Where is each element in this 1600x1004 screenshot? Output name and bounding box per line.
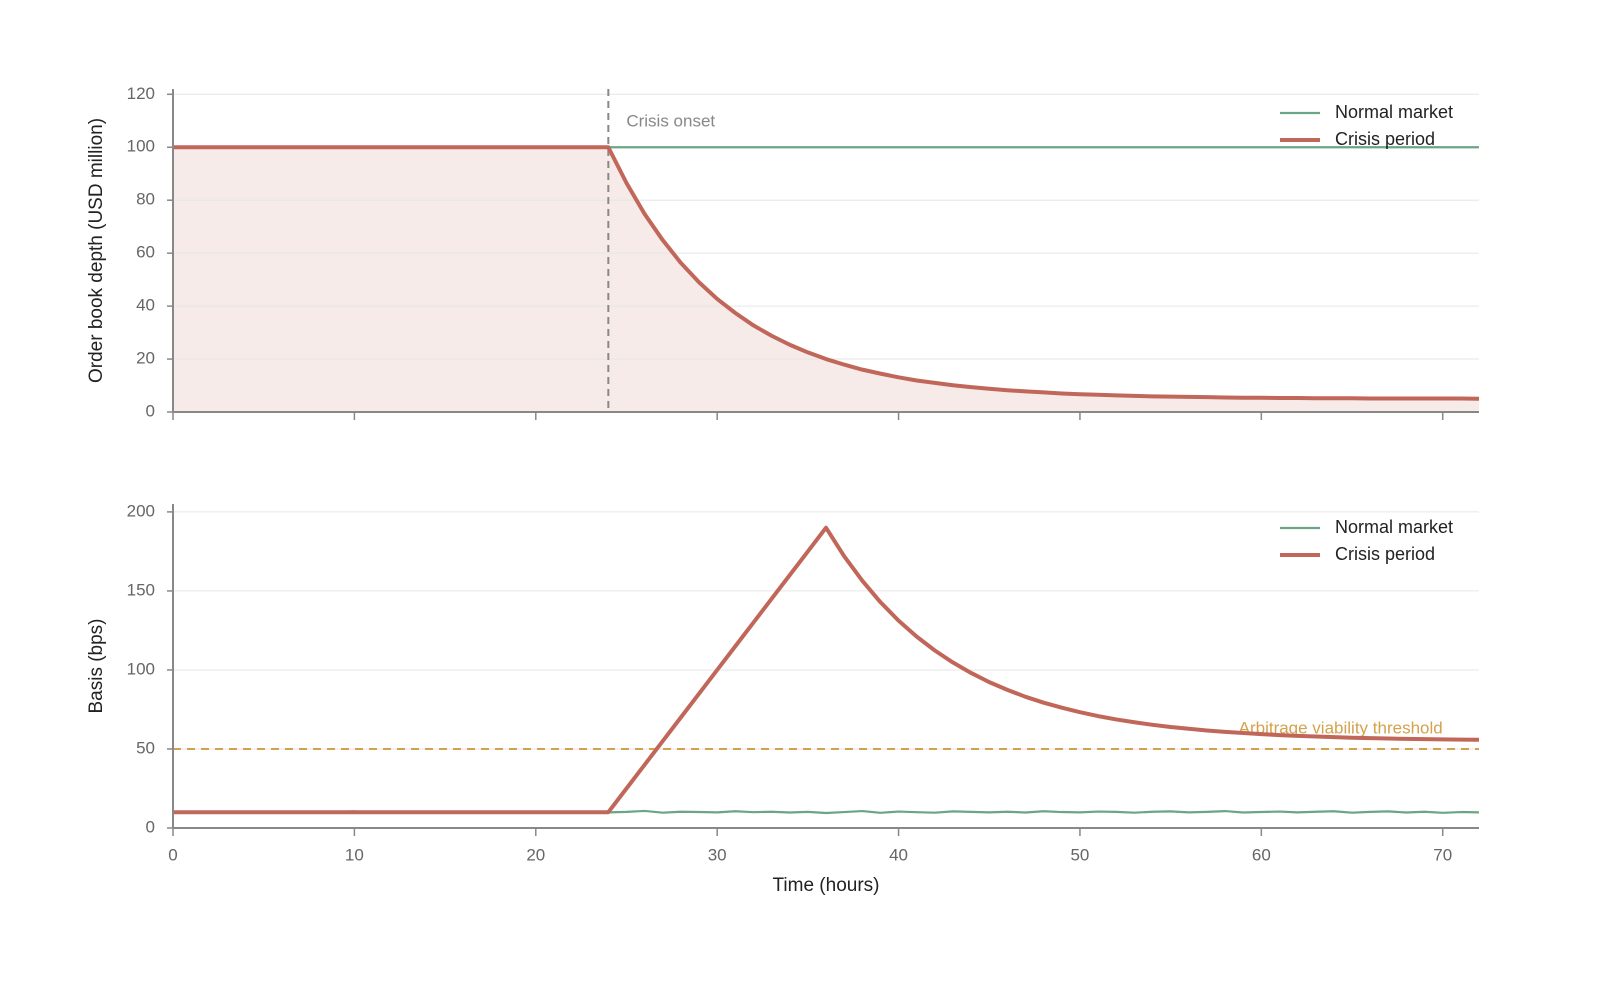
legend-label: Crisis period <box>1335 129 1435 149</box>
x-axis-label: Time (hours) <box>773 875 880 896</box>
y-tick-label: 80 <box>136 190 155 209</box>
x-tick-label: 0 <box>168 845 177 864</box>
x-tick-label: 40 <box>889 845 908 864</box>
y-tick-label: 50 <box>136 738 155 757</box>
y-axis-label: Order book depth (USD million) <box>86 118 107 383</box>
y-tick-label: 100 <box>127 659 155 678</box>
series-line <box>173 525 1480 815</box>
x-tick-label: 70 <box>1433 845 1452 864</box>
x-tick-label: 10 <box>345 845 364 864</box>
x-tick-label: 50 <box>1070 845 1089 864</box>
x-tick-label: 60 <box>1252 845 1271 864</box>
y-tick-label: 100 <box>127 137 155 156</box>
y-tick-label: 40 <box>136 296 155 315</box>
x-tick-label: 20 <box>526 845 545 864</box>
y-tick-label: 150 <box>127 580 155 599</box>
y-tick-label: 0 <box>146 401 155 420</box>
y-tick-label: 20 <box>136 349 155 368</box>
y-axis-label: Basis (bps) <box>86 618 107 713</box>
legend-label: Normal market <box>1335 517 1453 537</box>
area-fill <box>173 147 1479 412</box>
annotation-label: Crisis onset <box>626 111 715 130</box>
y-tick-label: 120 <box>127 84 155 103</box>
x-tick-label: 30 <box>708 845 727 864</box>
y-tick-label: 200 <box>127 501 155 520</box>
y-tick-label: 60 <box>136 243 155 262</box>
legend-label: Normal market <box>1335 102 1453 122</box>
legend-label: Crisis period <box>1335 544 1435 564</box>
y-tick-label: 0 <box>146 817 155 836</box>
annotation-label: Arbitrage viability threshold <box>1239 718 1443 737</box>
series-line <box>173 145 1480 401</box>
